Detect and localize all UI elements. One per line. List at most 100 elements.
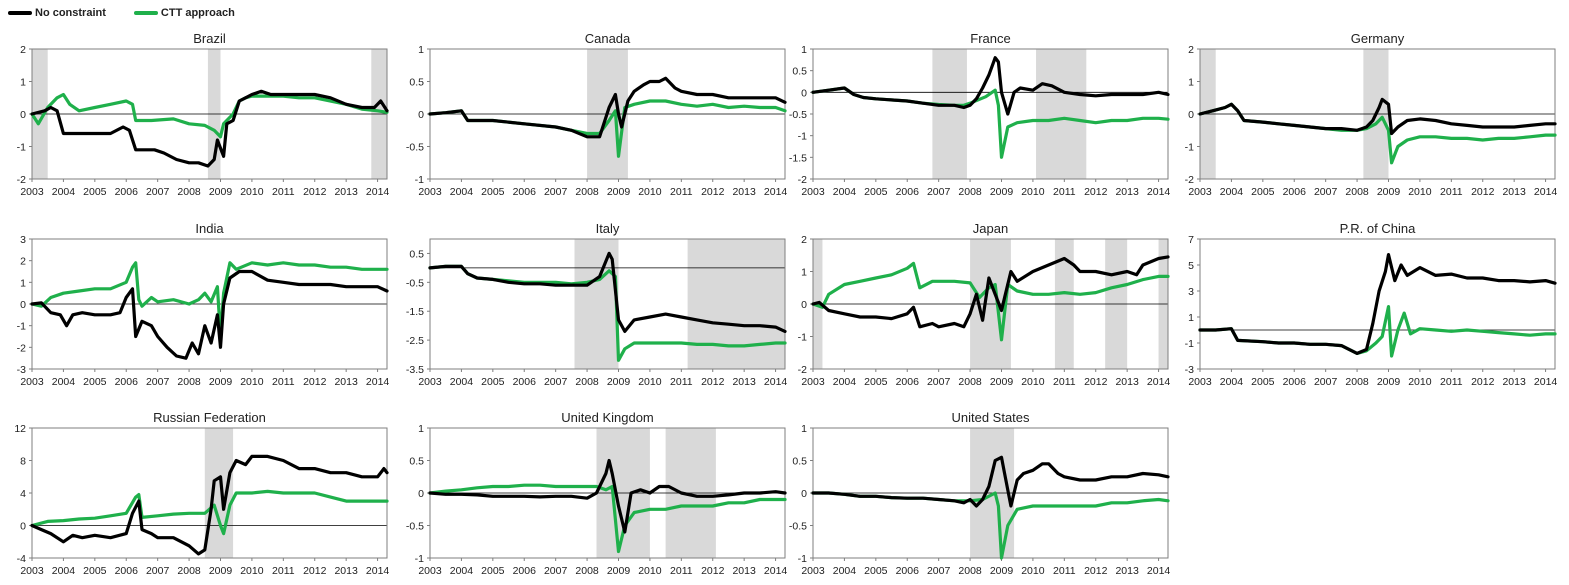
x-tick-label: 2011 [1053, 565, 1076, 577]
x-tick-label: 2006 [513, 565, 537, 577]
panel-united-kingdom: United Kingdom -1 -0.5 0 0.5 1 2003 2004 2005 200… [406, 410, 788, 577]
y-tick-label: -1 [1185, 142, 1194, 154]
series-line-no-constraint-brazil [30, 89, 389, 168]
x-tick-label: 2008 [1345, 186, 1369, 198]
x-tick-label: 2013 [334, 376, 358, 388]
y-tick-label: 1 [418, 44, 424, 56]
x-tick-label: 2012 [303, 565, 327, 577]
x-tick-label: 2005 [1251, 376, 1275, 388]
x-tick-label: 2008 [575, 376, 599, 388]
x-tick-label: 2010 [1021, 376, 1045, 388]
x-tick-label: 2008 [958, 186, 982, 198]
series-line-no-constraint-japan [811, 255, 1170, 329]
series-line-no-constraint-italy [428, 251, 787, 333]
series-line-no-constraint-france [811, 56, 1170, 116]
chart-title-united-states: United States [951, 410, 1030, 425]
x-tick-label: 2003 [20, 376, 44, 388]
y-tick-label: -1 [798, 131, 807, 143]
x-tick-label: 2005 [481, 565, 505, 577]
x-tick-label: 2012 [1471, 376, 1495, 388]
x-tick-label: 2008 [958, 565, 982, 577]
x-tick-label: 2004 [1220, 376, 1244, 388]
x-tick-label: 2014 [1147, 186, 1171, 198]
series-line-no-constraint-united-states [811, 455, 1170, 508]
y-tick-label: -3 [17, 364, 26, 376]
x-tick-label: 2008 [958, 376, 982, 388]
legend-item-no-constraint: No constraint [8, 7, 106, 19]
y-tick-label: -1 [17, 142, 26, 154]
y-tick-label: 12 [14, 423, 26, 435]
x-tick-label: 2007 [544, 186, 568, 198]
x-tick-label: 2010 [240, 376, 264, 388]
x-tick-label: 2013 [334, 186, 358, 198]
y-tick-label: 0 [418, 488, 424, 500]
x-tick-label: 2004 [52, 565, 76, 577]
x-tick-label: 2012 [1471, 186, 1495, 198]
x-tick-label: 2005 [83, 186, 107, 198]
y-tick-label: -1 [415, 174, 424, 186]
x-tick-label: 2004 [52, 376, 76, 388]
y-tick-label: 0.5 [792, 456, 807, 468]
x-tick-label: 2009 [209, 376, 233, 388]
y-tick-label: 3 [1188, 286, 1194, 298]
chart-title-india: India [195, 221, 224, 236]
x-tick-label: 2013 [1502, 376, 1526, 388]
x-tick-label: 2010 [638, 565, 662, 577]
x-tick-label: 2008 [177, 186, 201, 198]
x-tick-label: 2011 [670, 565, 693, 577]
panel-germany: Germany -2 -1 0 1 2 2003 2004 2005 2006 2007 2008 20… [1185, 31, 1558, 198]
y-tick-label: -1 [798, 553, 807, 565]
x-tick-label: 2005 [864, 565, 888, 577]
x-tick-label: 2010 [240, 186, 264, 198]
series-line-ctt-approach-united-kingdom [428, 483, 787, 554]
x-tick-label: 2009 [607, 565, 631, 577]
series-line-ctt-approach-brazil [30, 92, 389, 139]
y-tick-label: 1 [801, 423, 807, 435]
y-tick-label: -2.5 [406, 335, 424, 347]
y-tick-label: 1 [20, 77, 26, 89]
x-tick-label: 2009 [607, 186, 631, 198]
panel-united-states: United States -1 -0.5 0 0.5 1 2003 2004 2005 2006… [789, 410, 1171, 577]
series-line-ctt-approach-p-r-of-china [1198, 305, 1557, 358]
x-tick-label: 2005 [864, 186, 888, 198]
y-tick-label: 0.5 [409, 77, 424, 89]
x-tick-label: 2003 [801, 376, 825, 388]
x-tick-label: 2013 [732, 565, 756, 577]
series-line-ctt-approach-russian-federation [30, 489, 389, 536]
panel-brazil: Brazil -2 -1 0 1 2 2003 2004 2005 2006 2007 2008 200… [17, 31, 390, 198]
chart-title-brazil: Brazil [193, 31, 226, 46]
x-tick-label: 2011 [1440, 376, 1463, 388]
plot-frame-p-r-of-china [1199, 238, 1556, 370]
y-tick-label: 4 [20, 488, 26, 500]
y-tick-label: 1 [1188, 312, 1194, 324]
x-tick-label: 2014 [764, 186, 788, 198]
x-tick-label: 2014 [1534, 376, 1558, 388]
x-tick-label: 2007 [146, 186, 170, 198]
y-tick-label: -0.5 [789, 521, 807, 533]
y-tick-label: -2 [798, 364, 807, 376]
x-tick-label: 2012 [701, 376, 725, 388]
x-tick-label: 2006 [513, 186, 537, 198]
x-tick-label: 2014 [366, 565, 390, 577]
x-tick-label: 2009 [990, 565, 1014, 577]
x-tick-label: 2011 [272, 186, 295, 198]
y-tick-label: 1 [418, 423, 424, 435]
y-tick-label: -0.5 [406, 142, 424, 154]
y-tick-label: -1 [798, 332, 807, 344]
legend-swatch-ctt-approach [133, 11, 158, 15]
x-tick-label: 2004 [52, 186, 76, 198]
x-tick-label: 2011 [1440, 186, 1463, 198]
x-tick-label: 2004 [450, 186, 474, 198]
x-tick-label: 2007 [1314, 186, 1338, 198]
chart-title-japan: Japan [973, 221, 1008, 236]
y-tick-label: 2 [801, 234, 807, 246]
y-tick-label: 0.5 [792, 66, 807, 78]
y-tick-label: 7 [1188, 234, 1194, 246]
x-tick-label: 2011 [272, 376, 295, 388]
panel-italy: Italy -3.5 -2.5 -1.5 -0.5 0.5 2003 2004 2005 2006… [406, 221, 788, 388]
y-tick-label: 2 [1188, 44, 1194, 56]
chart-title-canada: Canada [585, 31, 631, 46]
x-tick-label: 2007 [927, 376, 951, 388]
x-tick-label: 2014 [366, 186, 390, 198]
y-tick-label: -3 [1185, 364, 1194, 376]
